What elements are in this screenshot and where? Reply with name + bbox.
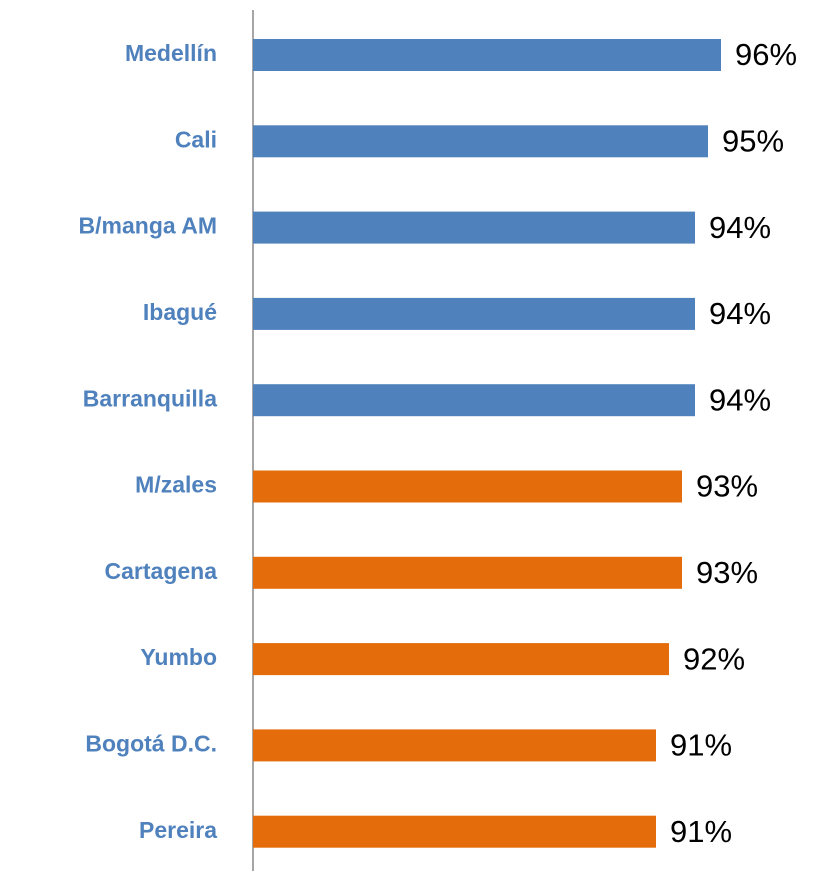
category-label: Bogotá D.C. [85,730,217,756]
value-label: 94% [709,382,771,417]
value-label: 92% [683,641,745,676]
value-label: 91% [670,728,732,763]
category-label: Yumbo [140,644,217,670]
value-label: 96% [735,37,797,72]
category-label: Cali [175,126,217,152]
value-label: 94% [709,296,771,331]
bar [253,125,708,158]
bar [253,211,695,244]
value-label: 93% [696,469,758,504]
category-label: B/manga AM [79,213,217,239]
value-label: 95% [722,123,784,158]
category-label: Medellín [125,40,217,66]
bar [253,384,695,417]
value-label: 93% [696,555,758,590]
category-label: Cartagena [105,558,218,584]
bar [253,39,721,71]
bar [253,729,656,762]
bar [253,815,656,848]
bar [253,643,669,676]
category-label: Pereira [139,817,217,843]
category-label: Barranquilla [83,385,217,411]
category-label: M/zales [135,472,217,498]
value-label: 94% [709,210,771,245]
bar [253,470,682,503]
bar [253,297,695,330]
category-label: Ibagué [143,299,217,325]
bar [253,556,682,589]
value-label: 91% [670,814,732,849]
